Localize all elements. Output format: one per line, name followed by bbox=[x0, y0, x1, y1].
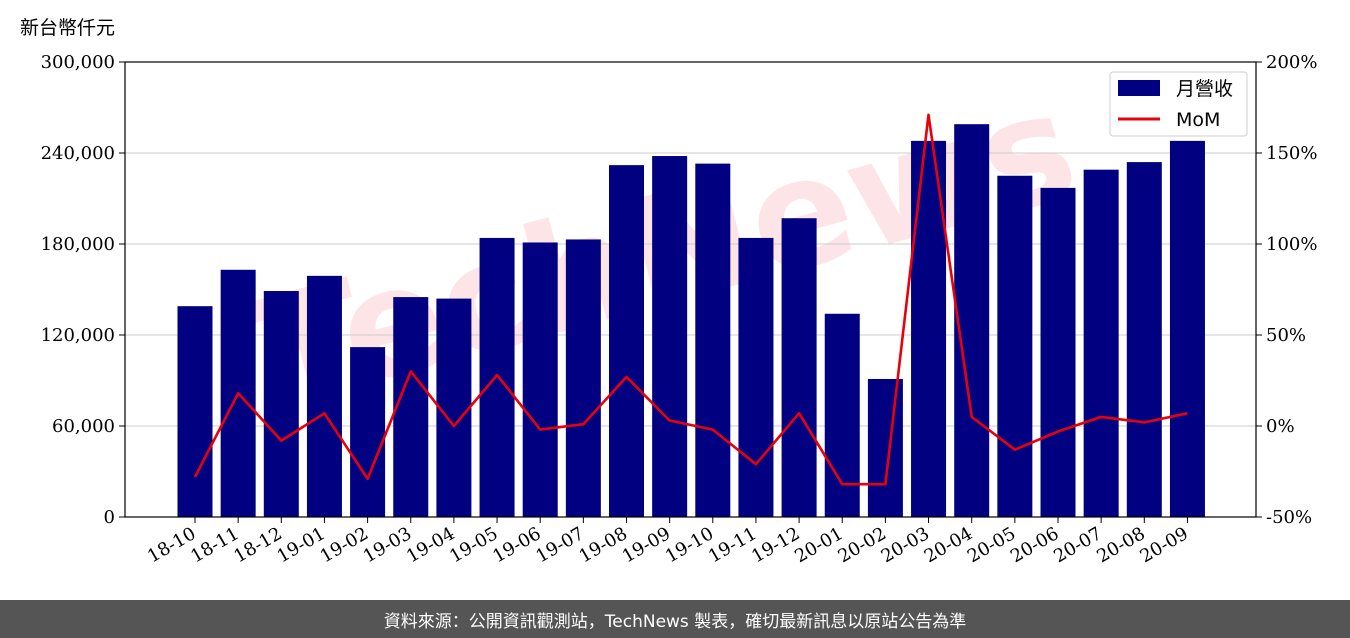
footer-source-note: 資料來源：公開資訊觀測站，TechNews 製表，確切最新訊息以原站公告為準 bbox=[0, 600, 1350, 638]
right-tick-label-0: -50% bbox=[1266, 507, 1312, 528]
right-tick-label-4: 150% bbox=[1266, 143, 1317, 164]
bar-19-08 bbox=[609, 165, 644, 517]
x-tick-label-19-04: 19-04 bbox=[403, 523, 458, 567]
bar-19-07 bbox=[565, 239, 601, 517]
bar-19-06 bbox=[522, 242, 558, 517]
x-tick-label-20-08: 20-08 bbox=[1093, 523, 1148, 567]
left-axis: 0 60,000 120,000 180,000 240,000 300,000 bbox=[41, 52, 125, 528]
right-tick-label-1: 0% bbox=[1266, 416, 1295, 437]
bar-19-04 bbox=[436, 298, 472, 517]
revenue-chart: TechNews 新台幣仟元 060,000120,000180,000240,… bbox=[20, 17, 1317, 567]
x-tick-label-20-06: 20-06 bbox=[1007, 523, 1062, 567]
left-tick-label-0: 0 bbox=[104, 507, 115, 528]
x-tick-label-19-08: 19-08 bbox=[576, 523, 631, 567]
bar-18-10 bbox=[177, 306, 213, 517]
x-tick-label-19-11: 19-11 bbox=[705, 523, 760, 567]
bar-18-12 bbox=[263, 291, 299, 517]
x-tick-label-20-09: 20-09 bbox=[1137, 523, 1192, 567]
bar-19-12 bbox=[781, 218, 817, 517]
bar-20-02 bbox=[867, 378, 903, 517]
bar-19-01 bbox=[306, 275, 342, 517]
left-tick-label-5: 300,000 bbox=[41, 52, 115, 73]
x-tick-label-19-07: 19-07 bbox=[532, 523, 587, 567]
x-axis: 18-1018-1118-1219-0119-0219-0319-0419-05… bbox=[144, 517, 1192, 567]
right-tick-label-5: 200% bbox=[1266, 52, 1317, 73]
bar-20-08 bbox=[1126, 162, 1162, 517]
x-tick-label-20-04: 20-04 bbox=[921, 523, 976, 567]
bar-20-07 bbox=[1083, 169, 1119, 517]
x-tick-label-20-02: 20-02 bbox=[834, 523, 889, 567]
x-tick-label-19-01: 19-01 bbox=[274, 523, 329, 567]
x-tick-label-18-11: 18-11 bbox=[187, 523, 242, 567]
left-tick-label-3: 180,000 bbox=[41, 234, 115, 255]
x-tick-label-20-05: 20-05 bbox=[964, 523, 1019, 567]
x-tick-label-19-02: 19-02 bbox=[317, 523, 372, 567]
x-tick-label-20-03: 20-03 bbox=[878, 523, 933, 567]
plot-frame bbox=[124, 61, 1257, 518]
bar-20-04 bbox=[954, 124, 990, 517]
bar-19-05 bbox=[479, 237, 515, 517]
right-tick-label-3: 100% bbox=[1266, 234, 1317, 255]
bar-20-09 bbox=[1169, 140, 1205, 517]
legend-swatch-revenue bbox=[1118, 80, 1160, 96]
right-tick-label-2: 50% bbox=[1266, 325, 1306, 346]
bar-20-05 bbox=[997, 175, 1033, 517]
mom-line bbox=[193, 113, 1188, 486]
bar-20-06 bbox=[1040, 187, 1076, 517]
bar-20-01 bbox=[824, 313, 860, 517]
left-tick-label-4: 240,000 bbox=[41, 143, 115, 164]
legend: 月營收 MoM bbox=[1109, 71, 1248, 137]
left-tick-label-2: 120,000 bbox=[41, 325, 115, 346]
x-tick-label-19-09: 19-09 bbox=[619, 523, 674, 567]
x-tick-label-19-06: 19-06 bbox=[489, 523, 544, 567]
bar-19-02 bbox=[350, 347, 386, 517]
legend-label-mom: MoM bbox=[1176, 109, 1220, 131]
bar-19-11 bbox=[738, 237, 774, 517]
left-tick-label-1: 60,000 bbox=[52, 416, 115, 437]
x-tick-label-19-10: 19-10 bbox=[662, 523, 717, 567]
legend-label-revenue: 月營收 bbox=[1176, 78, 1233, 100]
bar-19-10 bbox=[695, 163, 731, 517]
x-tick-label-19-05: 19-05 bbox=[446, 523, 501, 567]
left-axis-unit-label: 新台幣仟元 bbox=[20, 17, 115, 39]
x-tick-label-19-03: 19-03 bbox=[360, 523, 415, 567]
footer-text: 資料來源：公開資訊觀測站，TechNews 製表，確切最新訊息以原站公告為準 bbox=[383, 611, 967, 632]
right-axis: -50% 0% 50% 100% 150% 200% bbox=[1256, 52, 1317, 528]
mom-series bbox=[193, 113, 1188, 486]
x-tick-label-18-12: 18-12 bbox=[230, 523, 285, 567]
x-tick-label-18-10: 18-10 bbox=[144, 523, 199, 567]
bar-19-09 bbox=[652, 156, 688, 518]
x-tick-label-20-07: 20-07 bbox=[1050, 523, 1105, 567]
x-tick-label-19-12: 19-12 bbox=[748, 523, 803, 567]
bar-19-03 bbox=[393, 297, 429, 517]
x-tick-label-20-01: 20-01 bbox=[791, 523, 846, 567]
